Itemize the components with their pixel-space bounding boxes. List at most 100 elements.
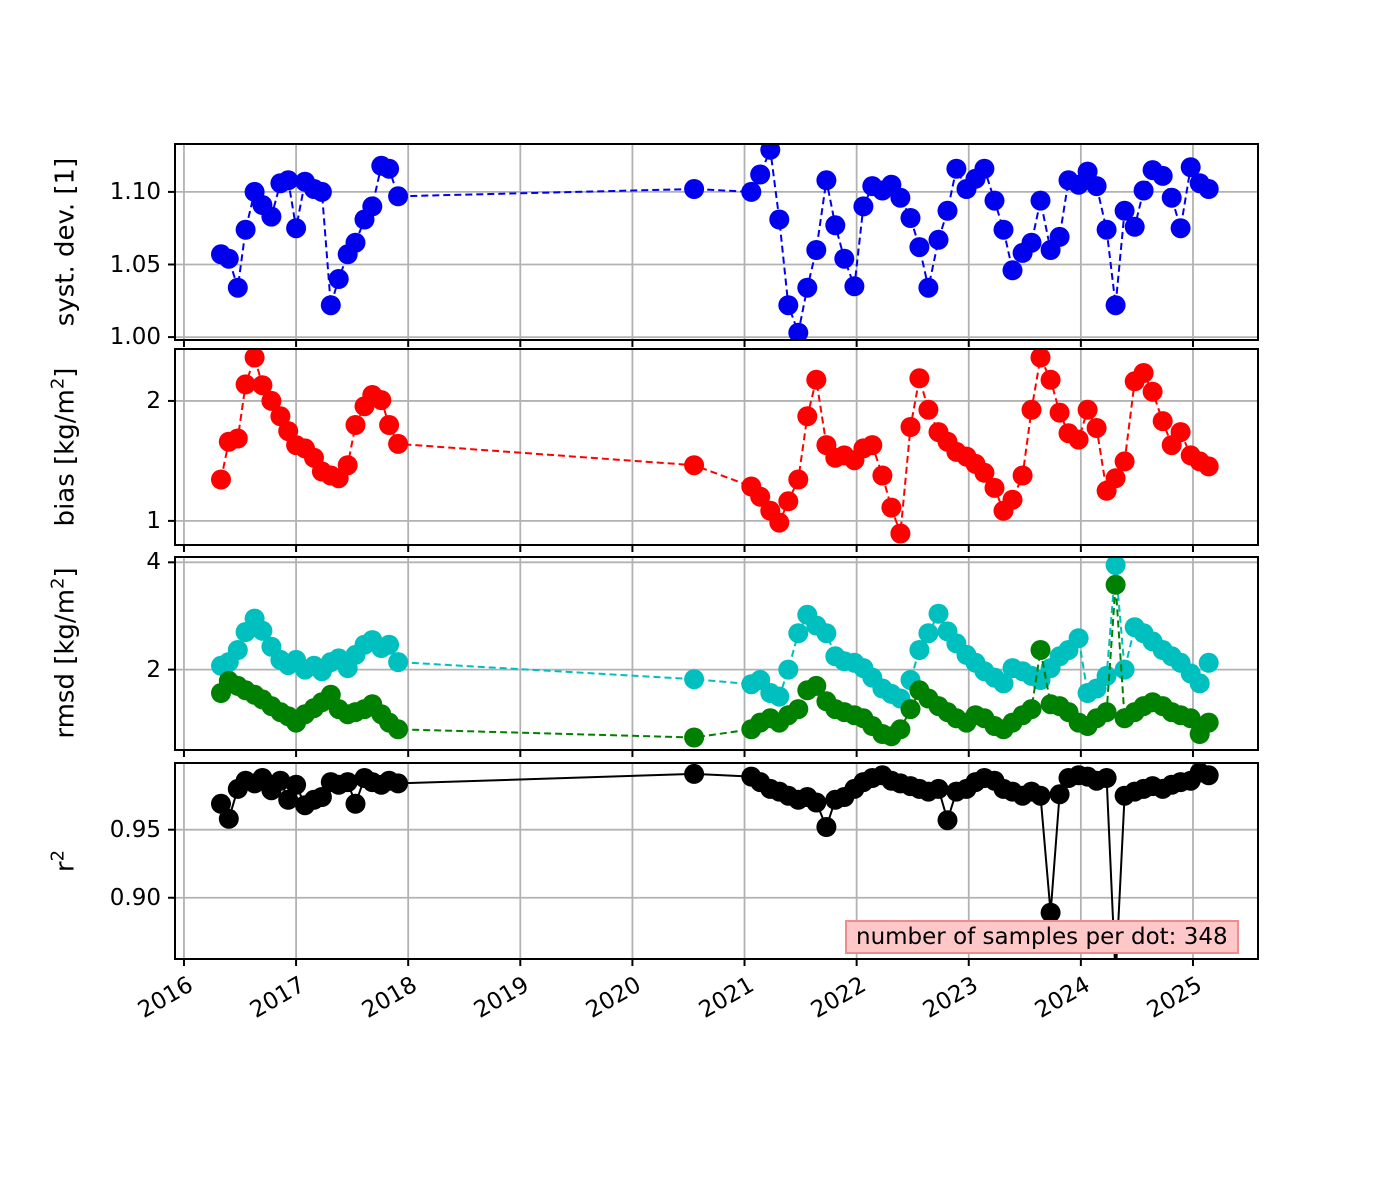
data-point-r-squared — [816, 817, 837, 837]
data-point-bias — [1021, 399, 1042, 420]
panel-0 — [168, 143, 1259, 347]
data-point-bias — [1198, 456, 1219, 477]
data-point-bias — [388, 433, 409, 454]
panel-2 — [168, 556, 1259, 757]
data-point-syst-dev — [227, 277, 248, 298]
data-point-r-squared — [218, 808, 239, 829]
data-point-syst-dev — [1077, 161, 1098, 182]
data-point-syst-dev — [760, 144, 781, 160]
data-point-bias — [890, 523, 911, 544]
data-point-syst-dev — [1049, 226, 1070, 247]
data-point-r-squared — [1096, 768, 1117, 788]
data-point-ubrmsd — [806, 675, 827, 696]
y-tick-label: 2 — [146, 387, 161, 414]
data-point-ubrmsd — [900, 699, 921, 720]
data-point-syst-dev — [684, 179, 705, 199]
data-point-syst-dev — [834, 248, 855, 269]
data-point-syst-dev — [1114, 200, 1135, 221]
data-point-rmsd — [769, 686, 790, 707]
data-point-rmsd — [252, 620, 273, 641]
data-point-syst-dev — [328, 269, 349, 289]
data-point-bias — [1152, 411, 1173, 432]
data-point-bias — [684, 455, 705, 476]
data-point-syst-dev — [1002, 260, 1023, 281]
annotation-box: number of samples per dot: 348 — [845, 920, 1239, 954]
data-point-syst-dev — [806, 240, 827, 260]
data-point-bias — [379, 415, 400, 435]
data-point-rmsd — [1198, 652, 1219, 673]
data-point-syst-dev — [993, 219, 1014, 240]
data-point-syst-dev — [788, 322, 809, 340]
data-point-syst-dev — [769, 209, 790, 230]
data-point-bias — [1114, 451, 1135, 472]
data-point-ubrmsd — [1021, 699, 1042, 720]
data-point-bias — [235, 374, 256, 395]
data-point-bias — [974, 462, 995, 483]
data-point-rmsd — [227, 640, 248, 660]
data-point-bias — [227, 428, 248, 449]
data-point-bias — [778, 491, 799, 512]
data-point-ubrmsd — [1105, 574, 1126, 595]
data-point-ubrmsd — [788, 699, 809, 720]
panel-border — [174, 762, 1259, 960]
y-axis-label-r2: r2 — [47, 849, 81, 873]
data-point-bias — [909, 368, 930, 389]
data-point-r-squared — [1040, 902, 1061, 923]
data-point-bias — [337, 455, 358, 476]
data-point-rmsd — [388, 652, 409, 673]
data-point-syst-dev — [1170, 218, 1191, 239]
data-point-syst-dev — [1180, 157, 1201, 178]
data-point-syst-dev — [984, 190, 1005, 211]
panel-border — [174, 143, 1259, 341]
data-point-rmsd — [379, 634, 400, 655]
data-point-bias — [211, 469, 231, 490]
data-point-syst-dev — [816, 170, 837, 191]
data-point-rmsd — [1114, 659, 1135, 680]
data-point-rmsd — [816, 623, 837, 644]
data-point-syst-dev — [218, 248, 239, 269]
data-point-rmsd — [918, 623, 939, 644]
data-point-bias — [806, 369, 827, 390]
data-point-syst-dev — [825, 215, 846, 236]
data-point-rmsd — [1105, 557, 1126, 576]
data-point-bias — [345, 415, 366, 435]
data-point-syst-dev — [1105, 295, 1126, 316]
data-point-r-squared — [1106, 967, 1126, 987]
y-tick-label: 1 — [146, 507, 161, 534]
data-point-syst-dev — [311, 181, 332, 202]
data-point-ubrmsd — [1180, 708, 1201, 729]
data-point-bias — [900, 417, 921, 437]
data-point-r-squared — [928, 778, 949, 799]
data-point-r-squared — [388, 773, 409, 794]
data-point-syst-dev — [1152, 165, 1173, 186]
data-point-ubrmsd — [1030, 640, 1051, 660]
data-point-r-squared — [1030, 785, 1051, 806]
data-point-syst-dev — [362, 196, 383, 217]
data-point-syst-dev — [778, 295, 799, 316]
data-point-syst-dev — [1086, 176, 1107, 197]
data-point-syst-dev — [1161, 187, 1182, 208]
data-point-rmsd — [1096, 665, 1117, 686]
data-point-syst-dev — [937, 200, 958, 221]
data-point-bias — [1105, 468, 1126, 489]
data-point-bias — [1040, 369, 1061, 390]
data-point-syst-dev — [844, 276, 865, 297]
data-point-syst-dev — [797, 277, 818, 298]
data-point-rmsd — [684, 669, 705, 690]
data-point-bias — [797, 406, 818, 427]
data-point-syst-dev — [853, 196, 874, 217]
y-tick-label: 0.95 — [109, 816, 161, 843]
data-point-r-squared — [1049, 784, 1070, 805]
data-point-syst-dev — [1096, 219, 1117, 240]
data-point-syst-dev — [286, 218, 307, 239]
data-point-bias — [881, 497, 902, 518]
data-point-syst-dev — [235, 219, 256, 240]
series-line-bias — [220, 354, 1210, 534]
data-point-syst-dev — [974, 158, 995, 179]
data-point-syst-dev — [1021, 232, 1042, 253]
data-point-syst-dev — [909, 237, 930, 258]
data-point-bias — [270, 406, 291, 427]
y-tick-label: 1.10 — [109, 178, 161, 205]
data-point-rmsd — [778, 659, 799, 680]
